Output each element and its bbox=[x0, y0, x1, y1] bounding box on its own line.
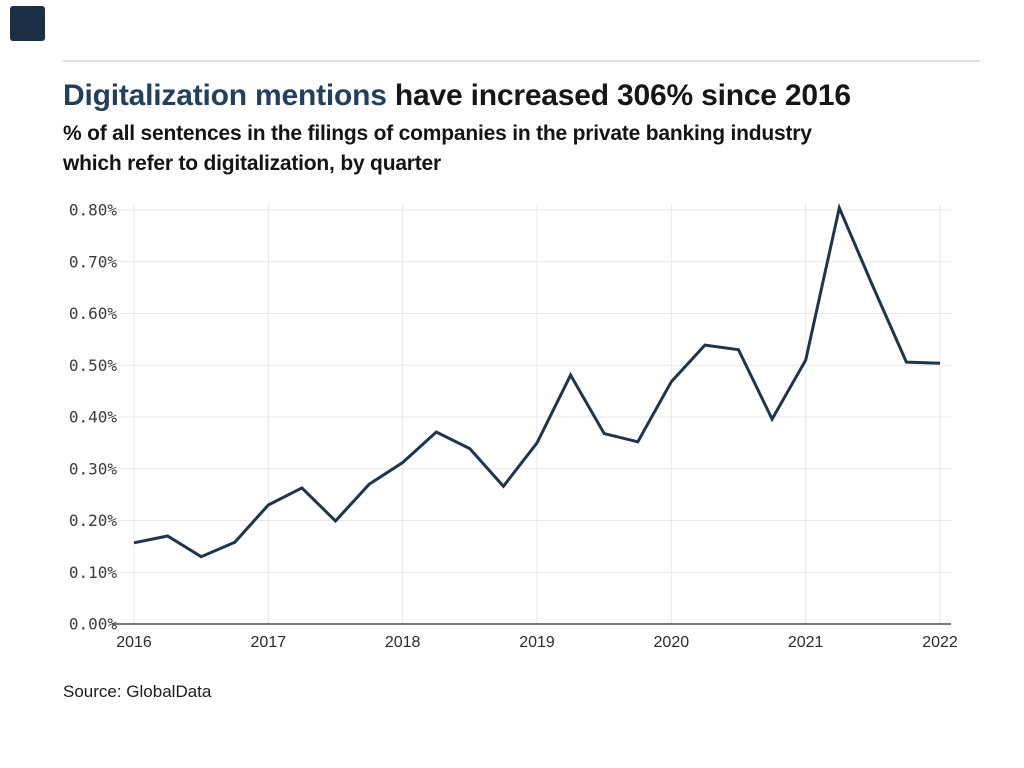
x-axis-tick-label: 2018 bbox=[385, 634, 421, 651]
y-axis-tick-label: 0.60% bbox=[69, 304, 118, 323]
page-subtitle-line-2: which refer to digitalization, by quarte… bbox=[63, 152, 442, 175]
page-subtitle: % of all sentences in the filings of com… bbox=[63, 119, 993, 179]
y-axis-tick-label: 0.00% bbox=[69, 615, 118, 634]
y-axis-tick-label: 0.10% bbox=[69, 563, 118, 582]
page-title: Digitalization mentions have increased 3… bbox=[63, 79, 1003, 113]
y-axis-tick-label: 0.70% bbox=[69, 252, 118, 271]
page-title-rest: have increased 306% since 2016 bbox=[386, 79, 851, 112]
x-axis-tick-label: 2017 bbox=[251, 634, 287, 651]
x-axis-tick-label: 2022 bbox=[922, 634, 958, 651]
page-title-highlight: Digitalization mentions bbox=[63, 79, 387, 112]
x-axis-tick-label: 2016 bbox=[116, 634, 152, 651]
x-axis-tick-label: 2021 bbox=[788, 634, 824, 651]
y-axis-tick-label: 0.40% bbox=[69, 408, 118, 427]
x-axis-tick-label: 2019 bbox=[519, 634, 555, 651]
y-axis-tick-label: 0.30% bbox=[69, 459, 118, 478]
x-axis-tick-label: 2020 bbox=[654, 634, 690, 651]
y-axis-tick-label: 0.80% bbox=[69, 201, 118, 220]
brand-logo-square bbox=[10, 6, 45, 41]
header-divider bbox=[63, 60, 980, 62]
y-axis-tick-label: 0.20% bbox=[69, 511, 118, 530]
data-polyline bbox=[133, 203, 941, 559]
y-axis-tick-label: 0.50% bbox=[69, 356, 118, 375]
page-subtitle-line-1: % of all sentences in the filings of com… bbox=[63, 122, 812, 145]
source-note: Source: GlobalData bbox=[63, 682, 212, 701]
